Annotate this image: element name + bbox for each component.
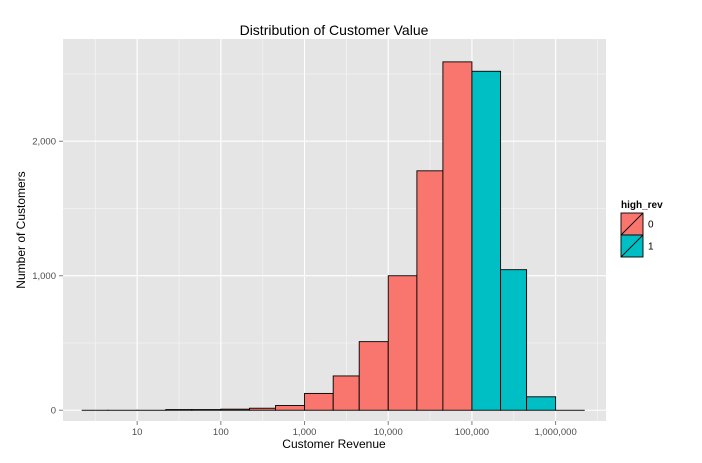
x-tick-label: 1,000 [293, 427, 317, 438]
histogram-bar [471, 70, 502, 411]
legend-keys: 01 [620, 212, 654, 258]
histogram-bar [500, 269, 528, 411]
legend-title: high_rev [621, 200, 663, 211]
legend-swatch-slash [620, 212, 644, 236]
histogram-bar [165, 409, 193, 411]
histogram-bar [191, 409, 222, 411]
histogram-bar [220, 408, 250, 411]
chart-title: Distribution of Customer Value [240, 22, 429, 38]
y-tick-label: 2,000 [32, 137, 56, 148]
histogram-bar [416, 170, 444, 411]
x-tick-label: 100 [213, 427, 229, 438]
x-tick-label: 10,000 [374, 427, 403, 438]
histogram-bar [387, 275, 418, 411]
legend-label: 0 [648, 220, 654, 231]
histogram-bar [332, 375, 360, 411]
legend-swatch-slash [620, 234, 644, 258]
histogram-bar [275, 405, 305, 411]
minor-gridlines [63, 39, 606, 421]
y-tick-label: 0 [51, 406, 56, 417]
histogram-bar [304, 392, 334, 411]
x-axis: 10 100 1,000 10,000 100,000 1,000,000 [132, 421, 577, 438]
histogram-bars [81, 61, 585, 411]
legend-label: 1 [648, 242, 654, 253]
histogram-bar [249, 407, 276, 411]
y-axis: 0 1,000 2,000 [32, 137, 63, 417]
legend-item: 0 [620, 212, 654, 236]
x-axis-title: Customer Revenue [282, 437, 386, 451]
histogram-bar [358, 341, 389, 411]
legend-item: 1 [620, 234, 654, 258]
histogram-bar [442, 61, 473, 411]
x-tick-label: 10 [132, 427, 143, 438]
x-tick-label: 100,000 [455, 427, 489, 438]
histogram-bar [526, 396, 557, 411]
y-tick-label: 1,000 [32, 271, 56, 282]
y-axis-title: Number of Customers [14, 171, 28, 288]
legend: high_rev 01 [620, 200, 663, 258]
x-tick-label: 1,000,000 [534, 427, 576, 438]
